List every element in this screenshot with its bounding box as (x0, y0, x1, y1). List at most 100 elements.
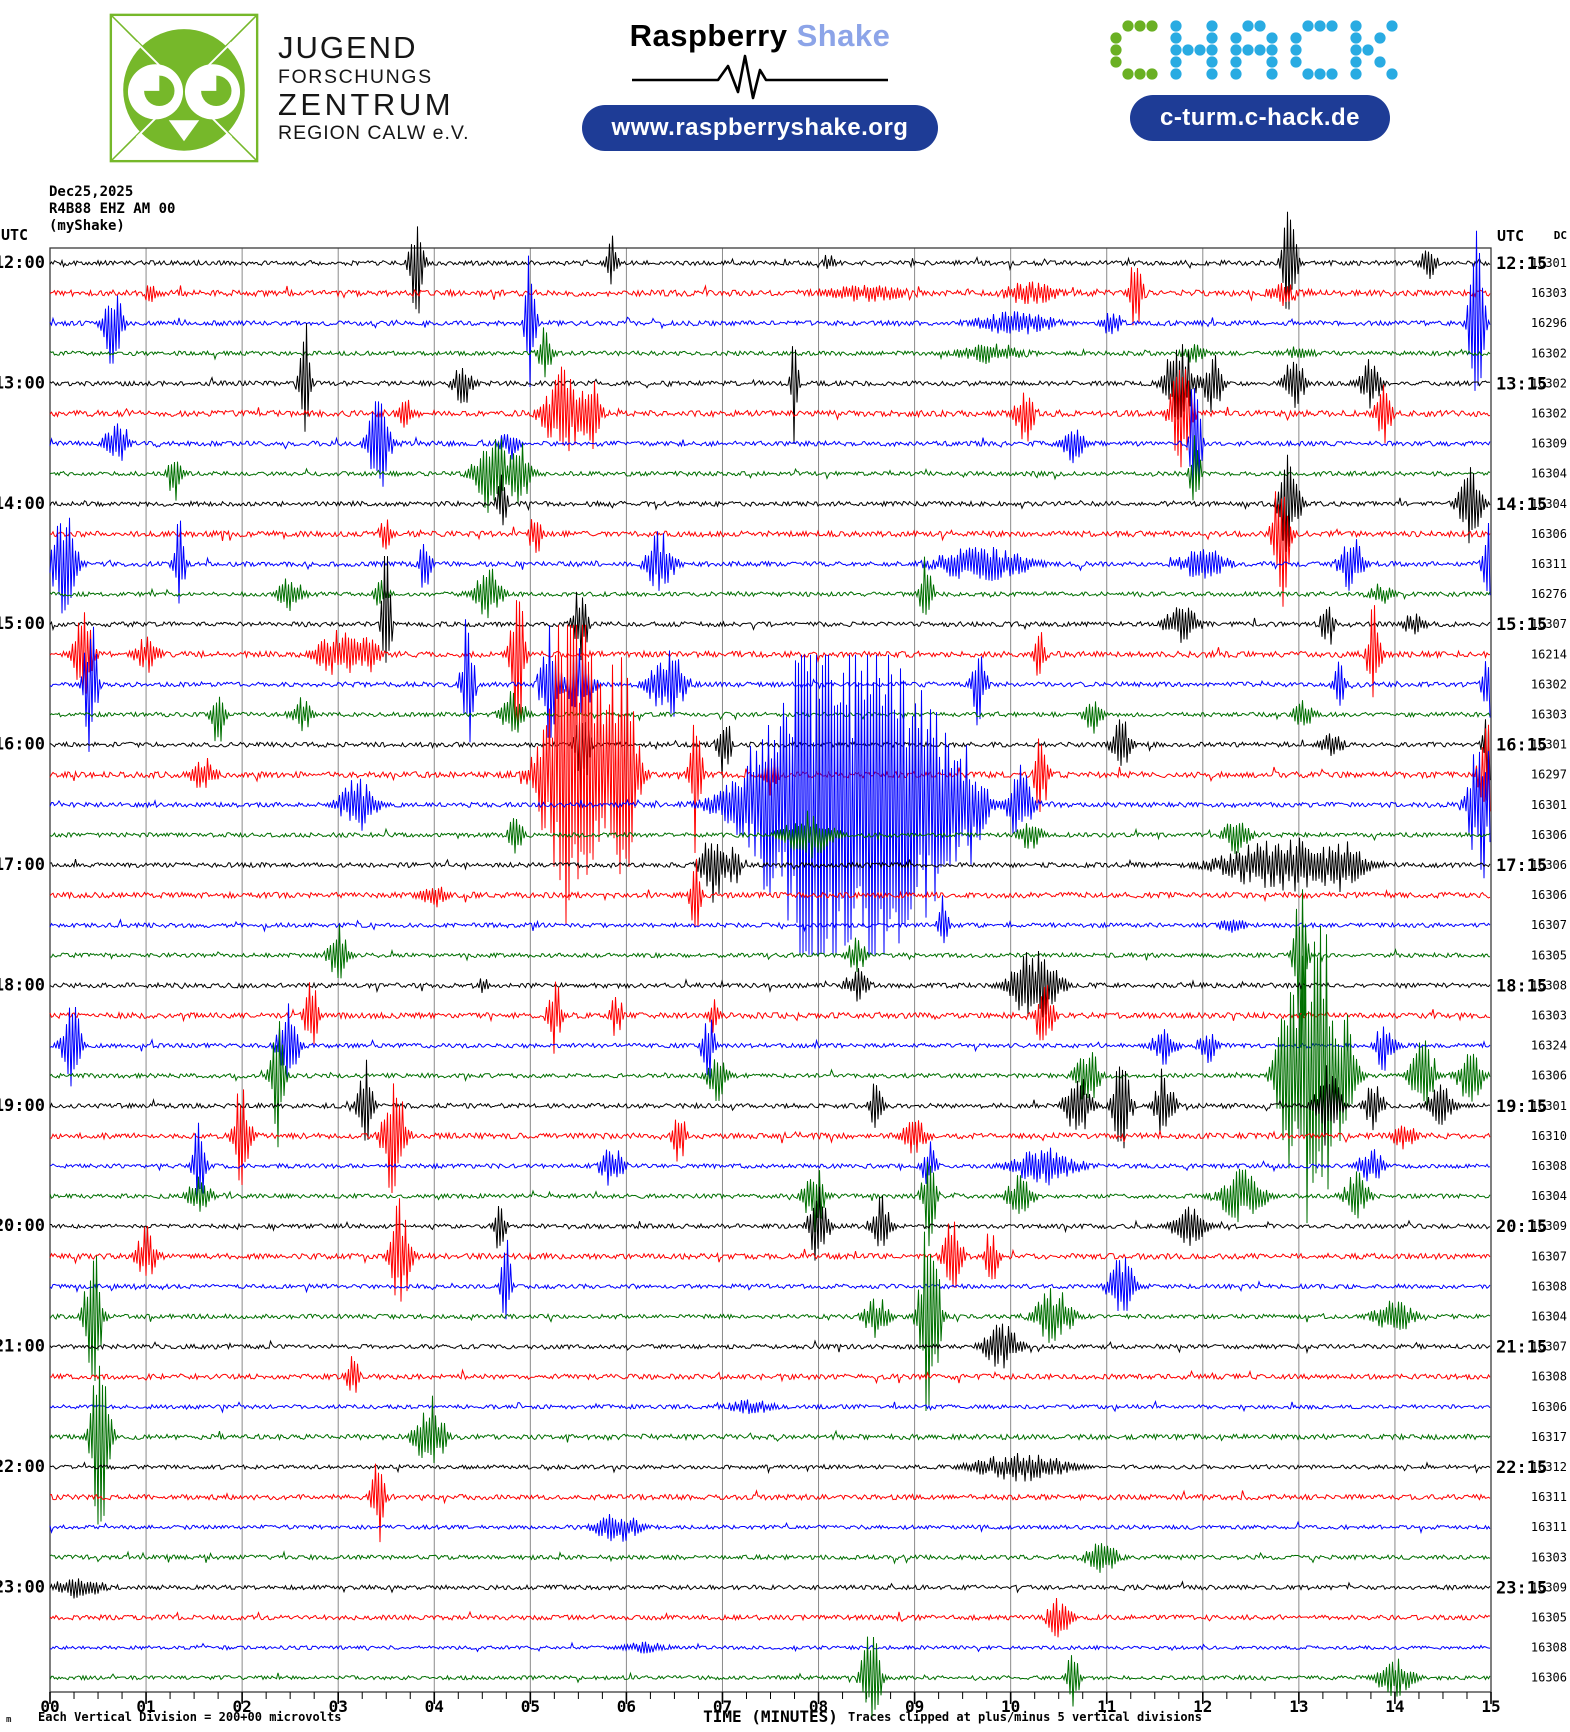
dc-value-26: 16324 (1531, 1039, 1567, 1053)
footer-scale-note: Each Vertical Division = 200+00 microvol… (38, 1710, 341, 1724)
dc-value-46: 16308 (1531, 1641, 1567, 1655)
left-time-label-16:00: 16:00 (0, 735, 45, 755)
left-time-label-19:00: 19:00 (0, 1096, 45, 1116)
page-header: JUGEND FORSCHUNGS ZENTRUM REGION CALW e.… (0, 0, 1570, 180)
dc-value-29: 16310 (1531, 1129, 1567, 1143)
trace-row-24-black (49, 950, 1491, 1018)
trace-row-39-green (49, 1365, 1491, 1525)
trace-row-41-red (49, 1463, 1491, 1543)
dc-value-39: 16317 (1531, 1430, 1567, 1444)
chack-block: c-turm.c-hack.de (1090, 18, 1430, 141)
left-utc-header: UTC (1, 226, 28, 244)
dc-value-45: 16305 (1531, 1611, 1567, 1625)
x-tick-label-08: 08 (809, 1697, 828, 1716)
chack-dotmatrix-logo (1110, 20, 1398, 80)
dc-value-20: 16306 (1531, 858, 1567, 872)
left-time-label-23:00: 23:00 (0, 1577, 45, 1597)
trace-row-47-green (49, 1636, 1491, 1717)
trace-row-45-red (49, 1597, 1491, 1638)
trace-row-5-red (49, 366, 1491, 468)
dc-value-17: 16297 (1531, 768, 1567, 782)
trace-row-3-green (49, 327, 1491, 378)
dc-value-30: 16308 (1531, 1159, 1567, 1173)
trace-row-44-black (49, 1578, 1491, 1599)
trace-row-33-red (49, 1198, 1491, 1302)
jfz-line-4: REGION CALW e.V. (278, 121, 470, 144)
jfz-owl-icon (109, 13, 259, 163)
dc-value-33: 16307 (1531, 1249, 1567, 1263)
trace-row-1-red (49, 267, 1491, 326)
trace-row-28-black (49, 1059, 1491, 1149)
trace-row-37-red (49, 1356, 1491, 1393)
right-time-label-19:15: 19:15 (1496, 1097, 1547, 1117)
x-axis-title: TIME (MINUTES) (703, 1707, 838, 1726)
dc-value-5: 16302 (1531, 407, 1567, 421)
dc-value-31: 16304 (1531, 1189, 1567, 1203)
dc-value-14: 16302 (1531, 677, 1567, 691)
dc-value-41: 16311 (1531, 1490, 1567, 1504)
dc-value-38: 16306 (1531, 1400, 1567, 1414)
trace-row-9-red (49, 491, 1491, 607)
right-time-label-13:15: 13:15 (1496, 374, 1547, 394)
dc-value-42: 16311 (1531, 1520, 1567, 1534)
trace-row-43-green (49, 1543, 1491, 1573)
x-tick-label-00: 00 (40, 1697, 59, 1716)
trace-row-18-blue (49, 654, 1491, 955)
jfz-logo-block: JUGEND FORSCHUNGS ZENTRUM REGION CALW e.… (108, 12, 470, 164)
trace-row-10-blue (49, 517, 1491, 614)
raspberryshake-block: Raspberry Shake www.raspberryshake.org (555, 18, 965, 151)
chack-url-button[interactable]: c-turm.c-hack.de (1129, 95, 1391, 141)
right-time-label-15:15: 15:15 (1496, 615, 1547, 635)
dc-value-13: 16214 (1531, 647, 1567, 661)
dc-value-22: 16307 (1531, 918, 1567, 932)
x-tick-label-09: 09 (905, 1697, 924, 1716)
dc-value-0: 16301 (1531, 256, 1567, 270)
dc-value-9: 16306 (1531, 527, 1567, 541)
x-tick-label-05: 05 (521, 1697, 540, 1716)
right-time-label-23:15: 23:15 (1496, 1578, 1547, 1598)
dc-value-35: 16304 (1531, 1310, 1567, 1324)
station-network: (myShake) (49, 218, 125, 234)
dc-value-47: 16306 (1531, 1671, 1567, 1685)
trace-row-32-black (50, 1186, 1491, 1261)
trace-row-42-blue (49, 1513, 1491, 1542)
dc-value-27: 16306 (1531, 1069, 1567, 1083)
trace-row-12-black (49, 555, 1491, 663)
raspberryshake-url-button[interactable]: www.raspberryshake.org (581, 105, 939, 151)
dc-value-25: 16303 (1531, 1009, 1567, 1023)
raspberryshake-word1: Raspberry (629, 18, 788, 53)
trace-row-19-green (49, 810, 1491, 859)
station-date: Dec25,2025 (49, 184, 133, 200)
dc-value-6: 16309 (1531, 437, 1567, 451)
x-tick-label-12: 12 (1193, 1697, 1212, 1716)
dc-value-40: 16312 (1531, 1460, 1567, 1474)
left-time-label-15:00: 15:00 (0, 614, 45, 634)
seismic-waveform-icon (632, 54, 888, 100)
dc-value-8: 16304 (1531, 497, 1567, 511)
x-tick-label-06: 06 (617, 1697, 636, 1716)
x-tick-label-01: 01 (136, 1697, 155, 1716)
right-time-label-12:15: 12:15 (1496, 254, 1547, 274)
trace-row-16-black (49, 714, 1491, 794)
dc-value-23: 16305 (1531, 948, 1567, 962)
trace-row-36-black (49, 1323, 1491, 1369)
trace-row-7-green (49, 435, 1491, 513)
left-time-label-18:00: 18:00 (0, 975, 45, 995)
dc-value-2: 16296 (1531, 316, 1567, 330)
trace-row-22-blue (49, 895, 1491, 944)
trace-row-29-red (49, 1083, 1491, 1194)
trace-row-11-green (49, 556, 1491, 619)
right-time-label-21:15: 21:15 (1496, 1338, 1547, 1358)
right-time-label-18:15: 18:15 (1496, 976, 1547, 996)
x-tick-label-11: 11 (1097, 1697, 1116, 1716)
left-time-label-20:00: 20:00 (0, 1216, 45, 1236)
dc-value-11: 16276 (1531, 587, 1567, 601)
trace-row-31-green (49, 1162, 1491, 1247)
x-tick-label-15: 15 (1481, 1697, 1500, 1716)
trace-row-15-green (49, 691, 1491, 742)
station-id: R4B88 EHZ AM 00 (49, 201, 175, 217)
right-time-label-20:15: 20:15 (1496, 1217, 1547, 1237)
trace-row-35-green (49, 1231, 1491, 1412)
jfz-title: JUGEND FORSCHUNGS ZENTRUM REGION CALW e.… (278, 31, 470, 146)
